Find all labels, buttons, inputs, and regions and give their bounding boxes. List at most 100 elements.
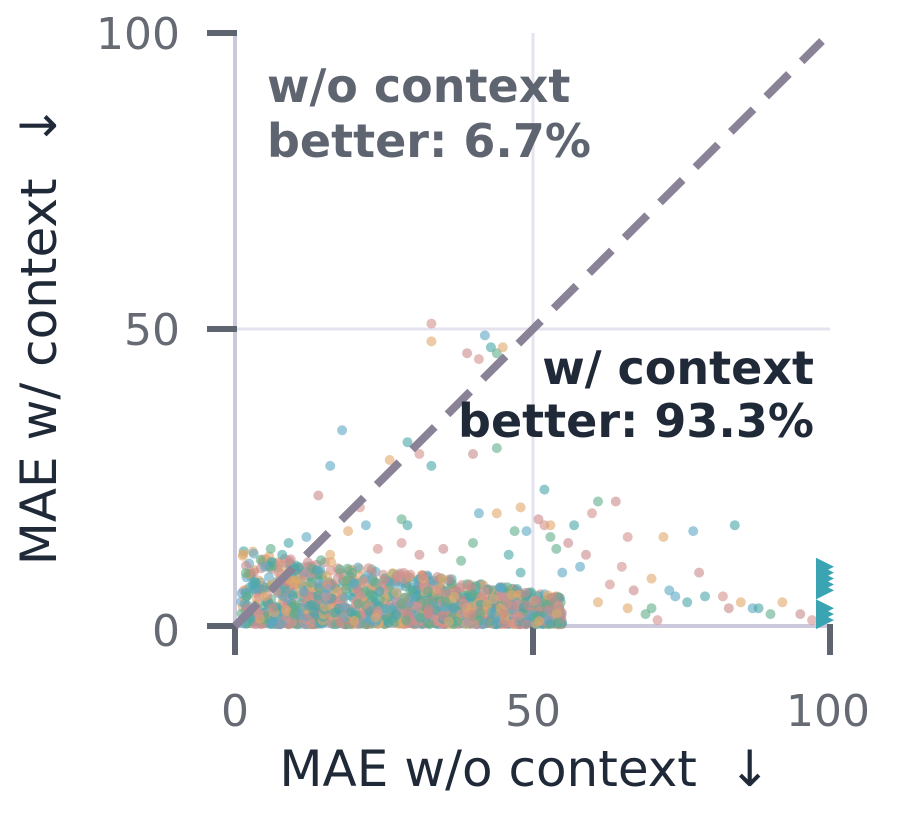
- scatter-point: [374, 586, 385, 597]
- scatter-point: [259, 591, 270, 602]
- scatter-point: [628, 585, 639, 596]
- scatter-point: [497, 342, 508, 353]
- scatter-point: [544, 605, 554, 616]
- scatter-point: [402, 437, 413, 448]
- scatter-point: [426, 460, 437, 471]
- scatter-point: [622, 532, 633, 542]
- scatter-point: [306, 577, 317, 588]
- scatter-point: [424, 619, 435, 630]
- scatter-point: [418, 570, 429, 581]
- scatter-point: [557, 567, 568, 578]
- x-tick-label-100: 100: [786, 686, 870, 737]
- scatter-point: [438, 543, 449, 554]
- scatter-point: [508, 618, 518, 629]
- scatter-point: [372, 543, 383, 554]
- scatter-point: [391, 609, 402, 620]
- scatter-point: [288, 609, 299, 620]
- scatter-point: [795, 609, 806, 620]
- scatter-point: [308, 606, 319, 617]
- annotation-upper-line2: better: 6.7%: [267, 114, 591, 168]
- scatter-point: [440, 596, 451, 607]
- scatter-point: [479, 586, 490, 597]
- scatter-point: [248, 548, 259, 559]
- scatter-point: [359, 577, 370, 587]
- overflow-marker: [816, 581, 834, 600]
- x-tick-label-0: 0: [221, 686, 249, 737]
- scatter-point: [777, 597, 788, 608]
- scatter-point: [610, 496, 621, 507]
- scatter-point: [503, 549, 514, 560]
- scatter-point: [259, 561, 270, 572]
- scatter-point: [534, 616, 545, 627]
- scatter-point: [531, 595, 542, 606]
- scatter-point: [521, 619, 531, 630]
- scatter-point: [325, 549, 336, 560]
- scatter-point: [448, 602, 459, 613]
- scatter-point: [563, 538, 574, 548]
- scatter-point: [593, 597, 603, 608]
- scatter-point: [593, 496, 603, 507]
- scatter-point: [575, 561, 586, 572]
- scatter-point: [335, 617, 345, 628]
- scatter-point: [496, 592, 507, 603]
- scatter-point: [753, 603, 764, 614]
- scatter-point: [253, 609, 264, 620]
- scatter-point: [506, 589, 517, 600]
- scatter-point: [241, 560, 251, 571]
- scatter-point: [449, 591, 460, 602]
- scatter-point: [306, 618, 316, 629]
- x-axis-title: MAE w/o context ↓: [279, 740, 770, 798]
- scatter-point: [473, 508, 484, 519]
- scatter-point: [581, 549, 591, 560]
- scatter-point: [240, 568, 251, 579]
- scatter-point: [729, 520, 740, 531]
- scatter-point: [349, 615, 360, 626]
- scatter-point: [393, 571, 404, 581]
- scatter-point: [431, 604, 442, 615]
- scatter-point: [337, 425, 348, 436]
- scatter-point: [484, 616, 495, 627]
- scatter-point: [486, 607, 497, 618]
- annotation-lower-line1: w/ context: [542, 341, 814, 395]
- y-tick-label-50: 50: [124, 305, 180, 356]
- scatter-point: [316, 555, 327, 566]
- scatter-point: [268, 617, 279, 628]
- scatter-point: [622, 603, 633, 614]
- scatter-point: [455, 582, 466, 593]
- scatter-point: [569, 520, 580, 531]
- scatter-point: [546, 592, 557, 603]
- scatter-point: [353, 598, 364, 609]
- scatter-point: [616, 561, 627, 572]
- annotation-upper-line1: w/o context: [267, 59, 570, 113]
- scatter-point: [466, 609, 477, 620]
- scatter-point: [491, 508, 502, 519]
- scatter-point: [458, 598, 469, 609]
- scatter-point: [301, 532, 312, 542]
- scatter-point: [241, 591, 252, 602]
- scatter-point: [587, 508, 597, 519]
- scatter-point: [479, 330, 490, 341]
- scatter-point: [383, 617, 394, 628]
- scatter-point: [283, 538, 294, 548]
- scatter-point: [545, 532, 556, 542]
- scatter-point: [513, 610, 524, 621]
- scatter-point: [475, 608, 486, 619]
- scatter-point: [285, 554, 296, 565]
- scatter-point: [340, 584, 351, 595]
- scatter-point: [290, 599, 301, 610]
- scatter-point: [293, 562, 304, 573]
- scatter-point: [401, 615, 411, 626]
- scatter-point: [682, 597, 693, 608]
- scatter-point: [765, 609, 776, 620]
- scatter-point: [265, 543, 276, 554]
- scatter-point: [502, 598, 513, 609]
- scatter-point: [402, 520, 413, 531]
- scatter-point: [298, 570, 309, 581]
- scatter-point: [248, 567, 259, 578]
- scatter-point: [723, 603, 734, 614]
- scatter-point: [287, 617, 298, 628]
- scatter-point: [694, 567, 705, 578]
- scatter-point: [509, 526, 520, 537]
- scatter-point: [658, 532, 669, 542]
